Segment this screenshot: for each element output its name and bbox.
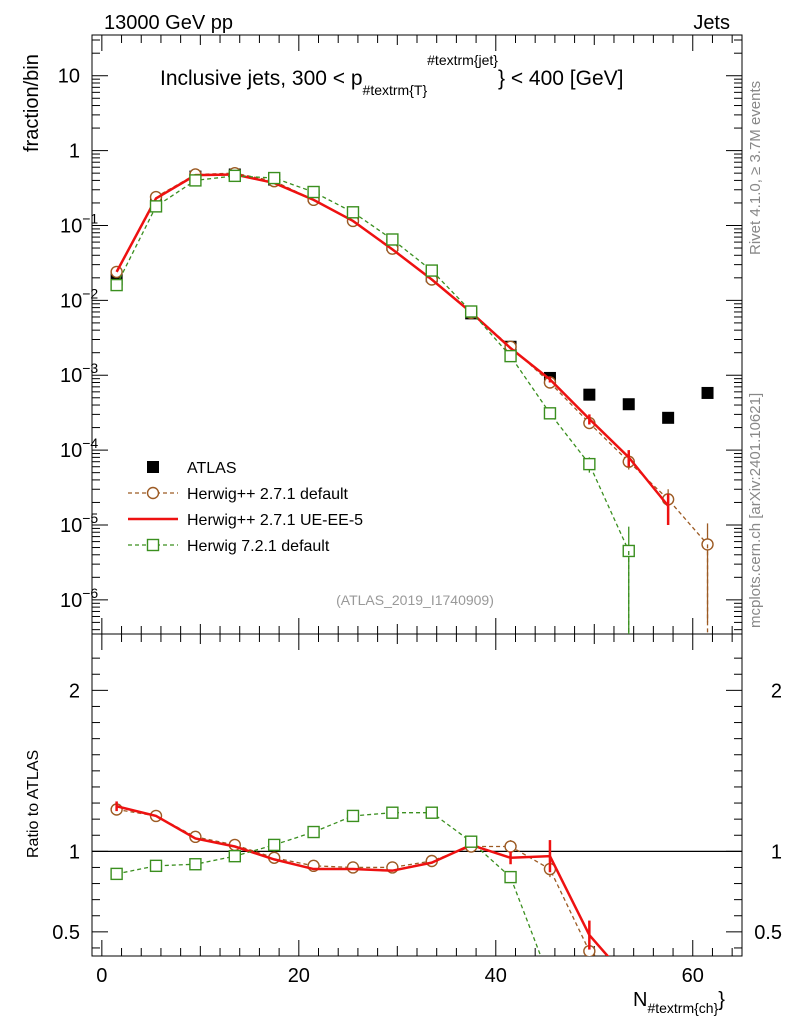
ratio-line-herwig72 [116, 812, 542, 956]
herwig72-marker [149, 200, 163, 213]
series-atlas [110, 168, 714, 424]
atlas-marker [662, 411, 675, 424]
herwig-default-marker [346, 861, 360, 874]
title-pre: Inclusive jets, 300 < p [160, 67, 363, 90]
main-ytick-exponent: −6 [82, 585, 98, 601]
series-herwig72 [110, 169, 635, 634]
legend-label: Herwig++ 2.7.1 default [187, 486, 349, 503]
herwig72-marker [307, 185, 320, 199]
atlas-marker [583, 388, 596, 401]
main-ytick-exponent: −3 [82, 360, 98, 376]
herwig-default-marker [146, 486, 160, 500]
ratio-line-herwig_ueee5 [116, 805, 610, 956]
title-sup: #textrm{jet} [427, 52, 498, 68]
herwig72-marker [504, 870, 517, 884]
main-series-group [110, 166, 714, 634]
main-ytick-exponent: −4 [82, 435, 98, 451]
main-ytick-label: 10 [58, 66, 80, 88]
main-ytick-label: 10−3 [60, 360, 98, 387]
main-ylabel: fraction/bin [21, 54, 43, 152]
herwig72-marker [464, 305, 478, 318]
title-sub: #textrm{T} [363, 82, 428, 98]
atlas-marker [622, 398, 635, 411]
ratio-ytick-label-right: 0.5 [754, 922, 782, 944]
main-ytick-label: 10−1 [60, 210, 98, 237]
ratio-xtick-label: 60 [682, 965, 704, 987]
main-ytick-exponent: −1 [82, 210, 98, 226]
herwig72-marker [267, 171, 281, 185]
herwig72-marker [386, 233, 399, 246]
herwig72-marker [149, 859, 163, 873]
ratio-ytick-label-left: 0.5 [52, 922, 80, 944]
herwig72-marker [110, 278, 123, 292]
herwig72-marker [189, 174, 202, 187]
legend: ATLAS Herwig++ 2.7.1 default Herwig++ 2.7.… [128, 460, 363, 555]
main-ytick-label: 10−4 [60, 435, 98, 462]
atlas-marker [147, 461, 159, 473]
herwig72-marker [267, 838, 281, 852]
atlas-marker [701, 386, 714, 399]
analysis-watermark: (ATLAS_2019_I1740909) [336, 592, 494, 608]
herwig72-marker [386, 806, 399, 819]
main-ytick-exponent: −5 [82, 510, 98, 526]
herwig72-marker [228, 169, 242, 183]
ratio-xtick-label: 0 [96, 965, 107, 987]
herwig72-marker [146, 538, 160, 552]
ratio-ytick-label-right: 2 [771, 680, 782, 702]
header-right-label: Jets [693, 12, 730, 34]
ratio-series-group [110, 801, 610, 956]
herwig72-marker [425, 806, 438, 819]
title-post: } < 400 [GeV] [498, 67, 624, 90]
herwig72-marker [346, 809, 360, 823]
rivet-version-label: Rivet 4.1.0, ≥ 3.7M events [747, 81, 764, 255]
ratio-ytick-label-left: 1 [69, 841, 80, 863]
ratio-line-herwig_default [116, 808, 598, 956]
herwig72-marker [189, 858, 202, 871]
series-herwig_ueee5 [115, 173, 670, 525]
ratio-axes: 0.5 0.51 12 20 20 40 60 [52, 634, 782, 987]
main-ytick-label: 10−6 [60, 585, 98, 612]
legend-label: Herwig++ 2.7.1 UE-EE-5 [187, 512, 363, 529]
chart-title: Inclusive jets, 300 < p#textrm{T} #textrm… [160, 52, 623, 98]
main-ytick-exponent: −2 [82, 285, 98, 301]
series-line-herwig72 [116, 175, 630, 552]
ratio-series-herwig72 [110, 806, 542, 956]
herwig72-marker [504, 349, 517, 363]
ratio-ylabel: Ratio to ATLAS [25, 750, 42, 858]
herwig72-marker [346, 206, 360, 219]
herwig72-marker [583, 457, 596, 471]
ratio-plot-frame [91, 633, 743, 957]
herwig72-marker [110, 867, 123, 881]
herwig-default-marker [504, 840, 517, 853]
xlabel-main: N [633, 989, 647, 1011]
main-axes: 10 1 10−1 10−2 10−3 10−4 10−5 10−6 [58, 35, 742, 634]
ratio-xtick-label: 20 [288, 965, 310, 987]
header-left-label: 13000 GeV pp [104, 12, 233, 34]
ratio-ytick-label-right: 1 [771, 841, 782, 863]
xlabel-sub: #textrm{ch} [647, 1000, 718, 1016]
herwig72-marker [543, 407, 557, 420]
herwig72-marker [464, 835, 478, 848]
herwig72-marker [228, 849, 242, 863]
xlabel-post: } [718, 989, 725, 1011]
ratio-series-herwig_default [110, 803, 598, 956]
main-ytick-label: 10−2 [60, 285, 98, 312]
ratio-ytick-label-left: 2 [69, 680, 80, 702]
xlabel: N#textrm{ch}} [633, 989, 725, 1016]
main-ytick-label: 1 [69, 141, 80, 163]
ratio-xtick-label: 40 [485, 965, 507, 987]
mcplots-label: mcplots.cern.ch [arXiv:2401.10621] [747, 393, 764, 628]
main-ytick-label: 10−5 [60, 510, 98, 537]
herwig72-marker [307, 825, 320, 839]
series-line-herwig_ueee5 [115, 173, 670, 507]
legend-label: ATLAS [187, 460, 237, 477]
herwig72-marker [425, 264, 438, 277]
legend-label: Herwig 7.2.1 default [187, 538, 330, 555]
ratio-series-herwig_ueee5 [115, 801, 610, 956]
